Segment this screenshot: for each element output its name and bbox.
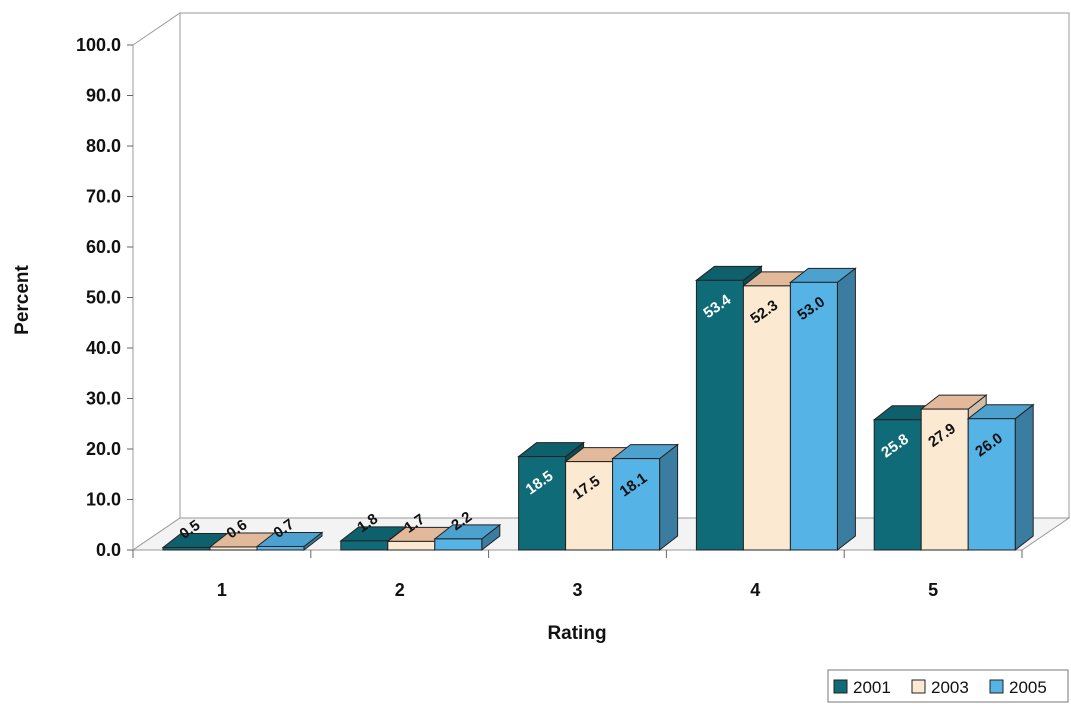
x-tick-label: 3 [572,580,582,600]
y-tick-label: 0.0 [96,540,121,560]
bar-front [920,408,969,551]
legend-swatch-2005 [989,679,1004,694]
bar-2005-rating-2 [433,523,502,552]
x-axis-title: Rating [547,623,606,644]
y-tick-label: 40.0 [86,338,121,358]
bar-side [1014,403,1034,552]
bar-front [518,456,567,551]
bar-front [873,419,922,551]
y-tick-label: 20.0 [86,439,121,459]
y-tick-label: 60.0 [86,237,121,257]
bar-2005-rating-5 [966,403,1035,552]
bar-front [565,461,614,551]
bar-front [967,418,1016,551]
x-tick-label: 1 [217,580,227,600]
bar-front [162,546,211,551]
legend-label-2005: 2005 [1009,678,1047,697]
y-tick-label: 100.0 [76,35,121,55]
y-tick-label: 70.0 [86,187,121,207]
x-tick-label: 4 [750,580,760,600]
bars-group [161,265,1035,552]
bar-front [742,285,791,551]
legend: 2001 2003 2005 [827,669,1069,703]
side-wall [132,12,181,551]
bar-front [612,458,661,551]
y-tick-label: 50.0 [86,288,121,308]
y-axis-ticks: 0.0 10.0 20.0 30.0 40.0 50.0 60.0 70.0 80.0 90.0 1… [76,35,133,560]
bar-2005-rating-4 [788,267,857,552]
bar-2005-rating-1 [255,531,324,552]
legend-swatch-2001 [833,679,848,694]
bar-2005-rating-3 [611,443,680,552]
y-tick-label: 10.0 [86,490,121,510]
y-tick-label: 90.0 [86,86,121,106]
bar-side [836,267,856,552]
y-tick-label: 80.0 [86,136,121,156]
bar-front [209,546,258,551]
x-tick-label: 2 [395,580,405,600]
bar-front [256,545,305,551]
bar-front [340,540,389,551]
y-tick-label: 30.0 [86,389,121,409]
bar-front [387,540,436,551]
legend-swatch-2003 [911,679,926,694]
bar-front [434,538,483,551]
legend-label-2003: 2003 [931,678,969,697]
bar-side [659,443,679,552]
y-axis-title: Percent [12,264,33,334]
bar-front [695,279,744,551]
legend-label-2001: 2001 [853,678,891,697]
bar-front [789,281,838,551]
x-axis-ticks: 1 2 3 4 5 [132,550,1023,600]
legend-box [827,669,1069,703]
x-tick-label: 5 [928,580,938,600]
